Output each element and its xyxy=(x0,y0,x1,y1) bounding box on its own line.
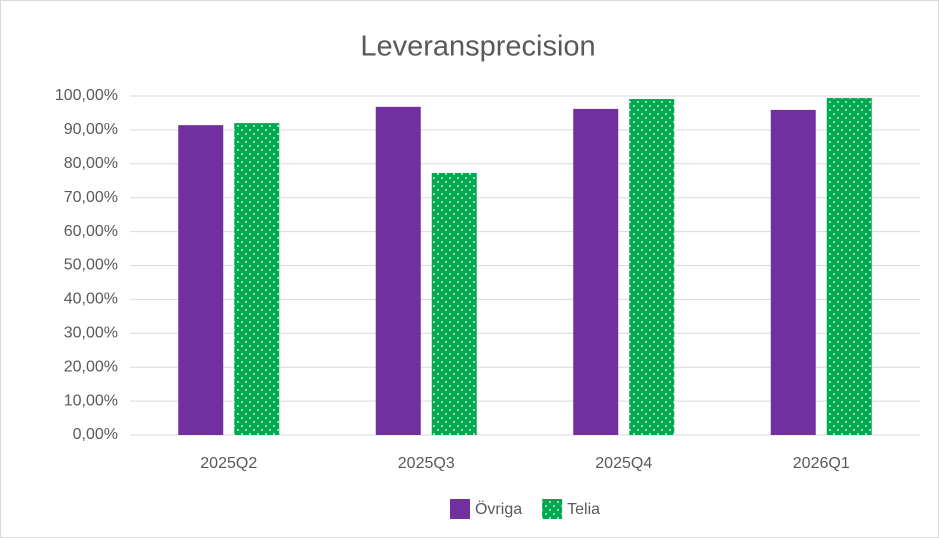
legend-swatch xyxy=(449,499,470,519)
bar xyxy=(826,98,872,435)
bar xyxy=(234,123,280,436)
y-tick-label: 80,00% xyxy=(64,155,118,172)
y-tick-label: 20,00% xyxy=(64,358,118,375)
y-tick-label: 100,00% xyxy=(55,87,118,104)
y-tick-label: 30,00% xyxy=(64,325,118,342)
chart-title: Leveransprecision xyxy=(360,31,595,63)
x-tick-label: 2025Q3 xyxy=(398,455,455,472)
y-tick-label: 90,00% xyxy=(64,121,118,138)
x-tick-label: 2025Q2 xyxy=(200,455,257,472)
legend-label: Övriga xyxy=(475,500,522,518)
x-tick-label: 2026Q1 xyxy=(793,455,850,472)
legend-swatch xyxy=(542,499,563,519)
y-tick-label: 50,00% xyxy=(64,257,118,274)
legend: Övriga Telia xyxy=(449,499,600,519)
x-tick-label: 2025Q4 xyxy=(595,455,652,472)
bar xyxy=(431,172,477,435)
bar xyxy=(629,99,675,436)
y-tick-label: 60,00% xyxy=(64,223,118,240)
bar xyxy=(178,125,224,436)
bar xyxy=(375,106,421,436)
bar xyxy=(770,109,816,436)
y-tick-label: 70,00% xyxy=(64,189,118,206)
y-tick-label: 40,00% xyxy=(64,291,118,308)
legend-label: Telia xyxy=(567,501,600,518)
y-tick-label: 10,00% xyxy=(64,392,118,409)
y-tick-label: 0,00% xyxy=(73,426,118,443)
bar xyxy=(573,108,619,436)
